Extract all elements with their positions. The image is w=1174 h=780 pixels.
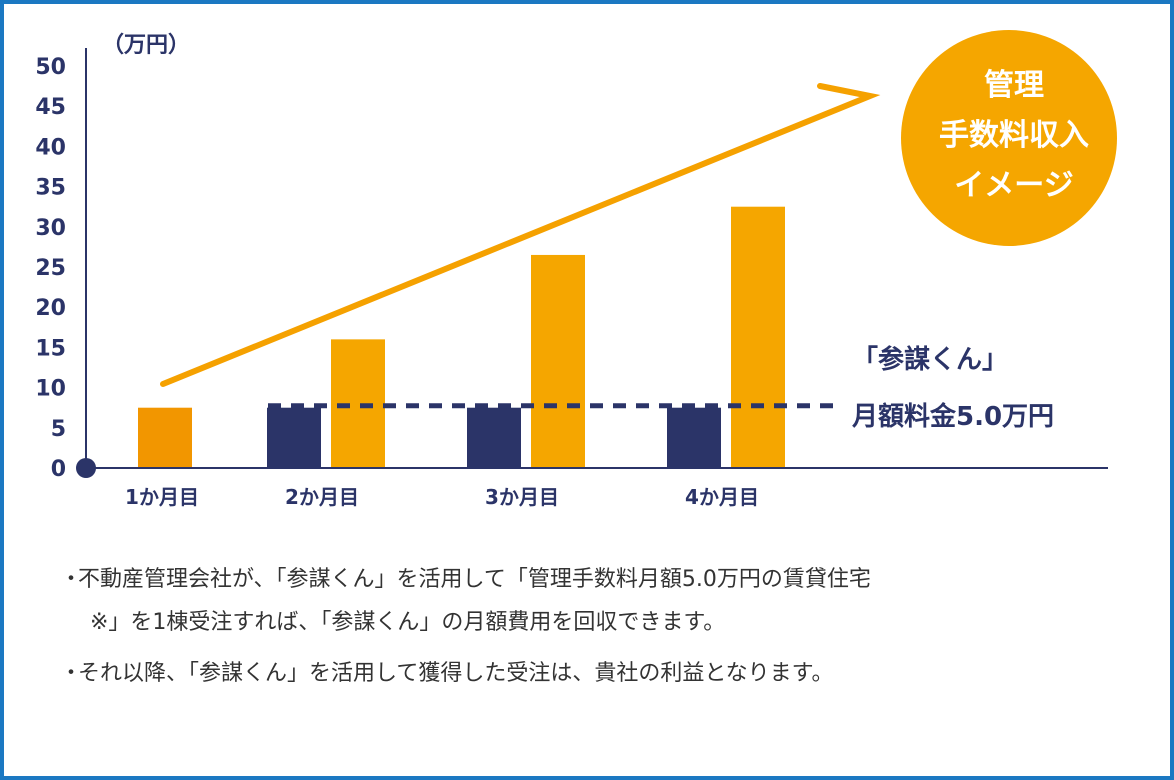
category-labels: 1か月目 2か月目 3か月目 4か月目: [125, 485, 759, 509]
fee-label-product: 「参謀くん」: [852, 344, 1008, 375]
y-tick-label: 30: [35, 216, 66, 241]
bar-fee: [667, 407, 721, 468]
x-category-label: 3か月目: [485, 485, 559, 509]
y-tick-label: 45: [35, 95, 66, 120]
y-tick-label: 35: [35, 176, 66, 201]
badge-line-1: 管理: [984, 68, 1044, 103]
income-badge: [901, 30, 1117, 246]
y-tick-label: 20: [35, 296, 66, 321]
badge-line-3: イメージ: [954, 168, 1073, 203]
y-tick-label: 15: [35, 336, 66, 361]
x-category-label: 1か月目: [125, 485, 199, 509]
note-text-line: ※」を1棟受注すれば、「参謀くん」の月額費用を回収できます。: [90, 610, 726, 635]
x-category-label: 2か月目: [285, 485, 359, 509]
y-unit-label: （万円）: [102, 33, 190, 58]
y-tick-label: 10: [35, 377, 66, 402]
notes-section: ・ 不動産管理会社が、「参謀くん」を活用して「管理手数料月額5.0万円の賃貸住宅…: [60, 558, 1140, 703]
bar-income: [138, 407, 192, 468]
note-text-line: 不動産管理会社が、「参謀くん」を活用して「管理手数料月額5.0万円の賃貸住宅: [78, 567, 871, 592]
y-tick-label: 25: [35, 256, 66, 281]
bar-fee: [267, 407, 321, 468]
x-category-label: 4か月目: [685, 485, 759, 509]
y-tick-label: 40: [35, 135, 66, 160]
origin-dot: [76, 458, 96, 478]
growth-trend-arrow: [160, 83, 881, 387]
bar-income: [731, 206, 785, 468]
y-tick-label: 0: [51, 457, 66, 482]
note-bullet: ・: [60, 661, 83, 686]
bar-group: [138, 206, 785, 468]
y-tick-label: 50: [35, 55, 66, 80]
badge-line-2: 手数料収入: [939, 118, 1089, 153]
bar-income: [531, 254, 585, 468]
note-item: ・ それ以降、「参謀くん」を活用して獲得した受注は、貴社の利益となります。: [60, 652, 1140, 695]
y-tick-label: 5: [51, 417, 66, 442]
bar-fee: [467, 407, 521, 468]
fee-label-amount: 月額料金5.0万円: [851, 401, 1054, 432]
note-bullet: ・: [60, 567, 83, 592]
note-text-line: それ以降、「参謀くん」を活用して獲得した受注は、貴社の利益となります。: [78, 661, 834, 686]
note-item: ・ 不動産管理会社が、「参謀くん」を活用して「管理手数料月額5.0万円の賃貸住宅…: [60, 558, 1140, 644]
